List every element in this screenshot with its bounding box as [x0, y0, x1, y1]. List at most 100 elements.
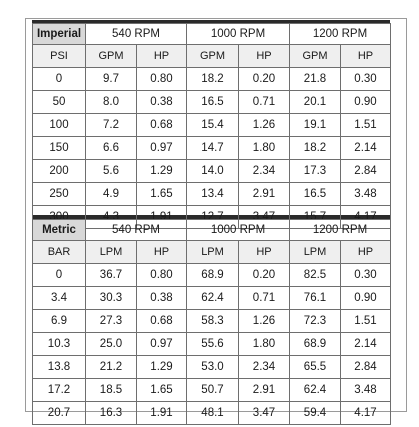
value-cell: 0.90 [340, 90, 391, 114]
pressure-cell: 150 [32, 136, 86, 160]
value-cell: 0.80 [136, 263, 187, 287]
value-cell: 1.65 [136, 378, 187, 402]
gpm-col: GPM [186, 44, 239, 68]
value-cell: 65.5 [289, 355, 341, 379]
value-cell: 8.0 [85, 90, 137, 114]
value-cell: 1.80 [238, 332, 290, 356]
value-cell: 0.20 [238, 67, 290, 91]
value-cell: 1.29 [136, 355, 187, 379]
value-cell: 2.14 [340, 136, 391, 160]
value-cell: 68.9 [186, 263, 239, 287]
value-cell: 15.4 [186, 113, 239, 137]
value-cell: 27.3 [85, 309, 137, 333]
hp-col: HP [340, 240, 391, 264]
pressure-cell: 100 [32, 113, 86, 137]
value-cell: 5.6 [85, 159, 137, 183]
value-cell: 16.3 [85, 401, 137, 425]
value-cell: 36.7 [85, 263, 137, 287]
value-cell: 62.4 [186, 286, 239, 310]
value-cell: 17.3 [289, 159, 341, 183]
value-cell: 59.4 [289, 401, 341, 425]
value-cell: 48.1 [186, 401, 239, 425]
value-cell: 2.34 [238, 159, 290, 183]
value-cell: 4.9 [85, 182, 137, 206]
value-cell: 9.7 [85, 67, 137, 91]
value-cell: 1.26 [238, 113, 290, 137]
value-cell: 14.7 [186, 136, 239, 160]
value-cell: 18.2 [289, 136, 341, 160]
rpm-1200-header: 1200 RPM [289, 23, 391, 45]
table-row: 6.9 27.3 0.68 58.3 1.26 72.3 1.51 [32, 309, 391, 333]
value-cell: 2.14 [340, 332, 391, 356]
table-row: 0 36.7 0.80 68.9 0.20 82.5 0.30 [32, 263, 391, 287]
value-cell: 25.0 [85, 332, 137, 356]
metric-table: Metric 540 RPM 1000 RPM 1200 RPM BAR LPM… [32, 219, 391, 425]
value-cell: 0.30 [340, 67, 391, 91]
value-cell: 0.71 [238, 286, 290, 310]
table-row: 17.2 18.5 1.65 50.7 2.91 62.4 3.48 [32, 378, 391, 402]
gpm-col: GPM [85, 44, 137, 68]
pressure-cell: 13.8 [32, 355, 86, 379]
value-cell: 53.0 [186, 355, 239, 379]
value-cell: 3.48 [340, 182, 391, 206]
pressure-cell: 17.2 [32, 378, 86, 402]
pressure-cell: 200 [32, 159, 86, 183]
value-cell: 72.3 [289, 309, 341, 333]
value-cell: 2.84 [340, 355, 391, 379]
top-rule [32, 20, 390, 24]
imperial-label: Imperial [32, 23, 86, 45]
lpm-col: LPM [289, 240, 341, 264]
value-cell: 0.38 [136, 286, 187, 310]
value-cell: 6.6 [85, 136, 137, 160]
value-cell: 82.5 [289, 263, 341, 287]
table-row: 150 6.6 0.97 14.7 1.80 18.2 2.14 [32, 136, 391, 160]
value-cell: 50.7 [186, 378, 239, 402]
rpm-1000-header: 1000 RPM [186, 219, 290, 241]
value-cell: 7.2 [85, 113, 137, 137]
value-cell: 0.30 [340, 263, 391, 287]
imperial-table: Imperial 540 RPM 1000 RPM 1200 RPM PSI G… [32, 23, 391, 229]
value-cell: 30.3 [85, 286, 137, 310]
value-cell: 16.5 [186, 90, 239, 114]
pressure-cell: 3.4 [32, 286, 86, 310]
value-cell: 0.38 [136, 90, 187, 114]
value-cell: 0.71 [238, 90, 290, 114]
value-cell: 2.84 [340, 159, 391, 183]
value-cell: 0.97 [136, 136, 187, 160]
value-cell: 4.17 [340, 401, 391, 425]
value-cell: 0.90 [340, 286, 391, 310]
value-cell: 1.29 [136, 159, 187, 183]
value-cell: 0.97 [136, 332, 187, 356]
pressure-cell: 20.7 [32, 401, 86, 425]
imperial-header-row: Imperial 540 RPM 1000 RPM 1200 RPM [32, 23, 391, 45]
table-row: 250 4.9 1.65 13.4 2.91 16.5 3.48 [32, 182, 391, 206]
value-cell: 1.26 [238, 309, 290, 333]
value-cell: 20.1 [289, 90, 341, 114]
value-cell: 3.48 [340, 378, 391, 402]
metric-label: Metric [32, 219, 86, 241]
value-cell: 3.47 [238, 401, 290, 425]
metric-header-row: Metric 540 RPM 1000 RPM 1200 RPM [32, 219, 391, 241]
value-cell: 1.91 [136, 401, 187, 425]
value-cell: 21.8 [289, 67, 341, 91]
lpm-col: LPM [85, 240, 137, 264]
value-cell: 2.34 [238, 355, 290, 379]
value-cell: 62.4 [289, 378, 341, 402]
value-cell: 1.51 [340, 113, 391, 137]
value-cell: 55.6 [186, 332, 239, 356]
value-cell: 21.2 [85, 355, 137, 379]
value-cell: 13.4 [186, 182, 239, 206]
table-row: 20.7 16.3 1.91 48.1 3.47 59.4 4.17 [32, 401, 391, 425]
table-row: 13.8 21.2 1.29 53.0 2.34 65.5 2.84 [32, 355, 391, 379]
psi-unit: PSI [32, 44, 86, 68]
value-cell: 76.1 [289, 286, 341, 310]
pressure-cell: 6.9 [32, 309, 86, 333]
imperial-units-row: PSI GPM HP GPM HP GPM HP [32, 44, 391, 68]
table-row: 10.3 25.0 0.97 55.6 1.80 68.9 2.14 [32, 332, 391, 356]
rpm-540-header: 540 RPM [85, 219, 187, 241]
lpm-col: LPM [186, 240, 239, 264]
value-cell: 1.65 [136, 182, 187, 206]
value-cell: 0.68 [136, 309, 187, 333]
pressure-cell: 0 [32, 67, 86, 91]
value-cell: 18.5 [85, 378, 137, 402]
